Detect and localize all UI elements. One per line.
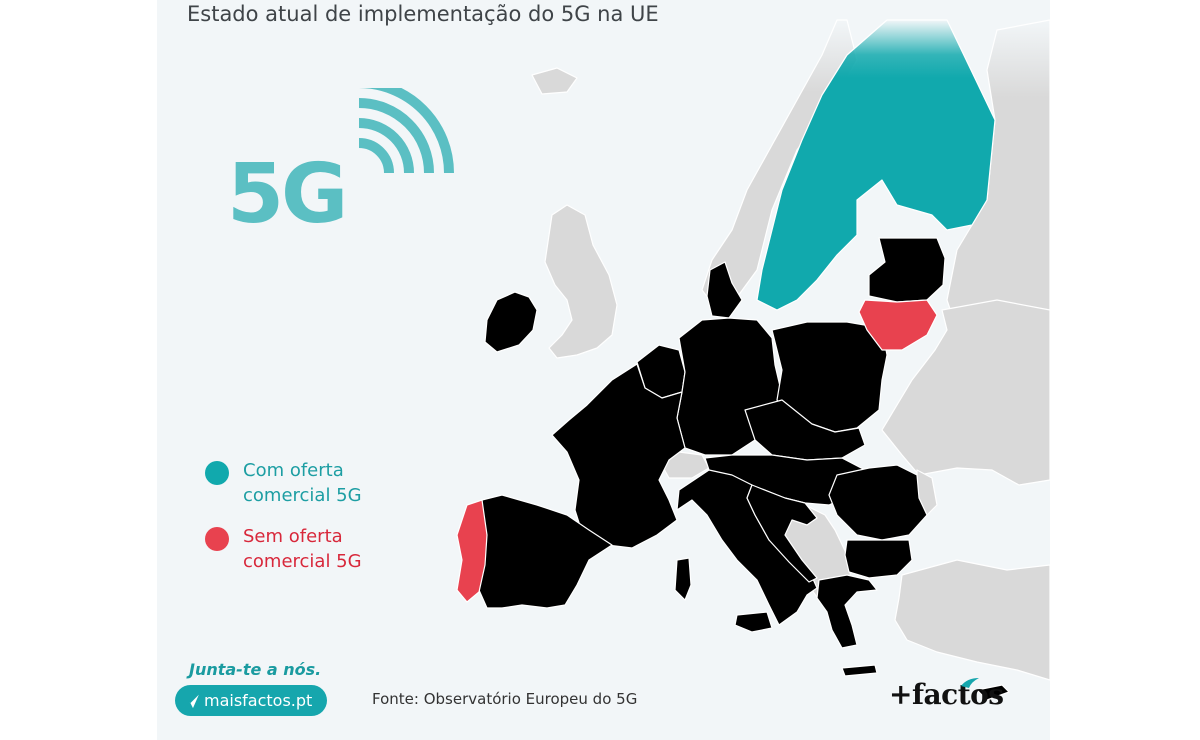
legend-label-line: comercial 5G [243, 485, 362, 506]
legend-label-line: Com oferta [243, 460, 344, 481]
legend-label-line: Sem oferta [243, 526, 343, 547]
czech-slovakia-shape [744, 399, 866, 461]
source-text: Fonte: Observatório Europeu do 5G [372, 690, 638, 708]
page-title: Estado atual de implementação do 5G na U… [187, 2, 659, 26]
legend-dot-without-5g [205, 527, 229, 551]
crete-shape [841, 664, 878, 677]
sweden-finland-shape [756, 19, 996, 311]
slovenia-croatia-shape [746, 484, 818, 583]
bulgaria-shape [844, 539, 913, 579]
legend-label-with-5g: Com oferta comercial 5G [243, 458, 443, 508]
brand-logo: +factos [889, 678, 1029, 722]
france-shape [551, 363, 686, 549]
europe-map [456, 19, 1050, 701]
brand-logo-text: +factos [889, 678, 1004, 711]
infographic-card: Estado atual de implementação do 5G na U… [157, 0, 1050, 740]
turkey-shape [894, 559, 1050, 681]
uk-shape [544, 204, 618, 359]
romania-shape [828, 464, 928, 541]
portugal-shape [456, 499, 488, 603]
denmark-shape [706, 261, 743, 319]
join-text: Junta-te a nós. [189, 660, 322, 679]
website-link-label: maisfactos.pt [204, 691, 313, 710]
legend-dot-with-5g [205, 461, 229, 485]
bird-icon [961, 678, 979, 688]
website-link-button[interactable]: maisfactos.pt [175, 685, 327, 716]
5g-logo-text: 5G [227, 147, 348, 242]
5g-logo: 5G [227, 78, 457, 268]
cyprus-shape [976, 684, 1010, 701]
paper-plane-icon [181, 692, 201, 710]
russia-north-shape [946, 19, 1050, 331]
estonia-latvia-shape [868, 237, 946, 303]
greece-shape [816, 574, 878, 649]
iceland-shape [531, 67, 578, 95]
lithuania-shape [858, 299, 938, 351]
legend-label-without-5g: Sem oferta comercial 5G [243, 524, 443, 574]
sicily-shape [734, 611, 773, 633]
legend-label-line: comercial 5G [243, 551, 362, 572]
ireland-shape [484, 291, 538, 353]
sardinia-shape [674, 557, 692, 601]
